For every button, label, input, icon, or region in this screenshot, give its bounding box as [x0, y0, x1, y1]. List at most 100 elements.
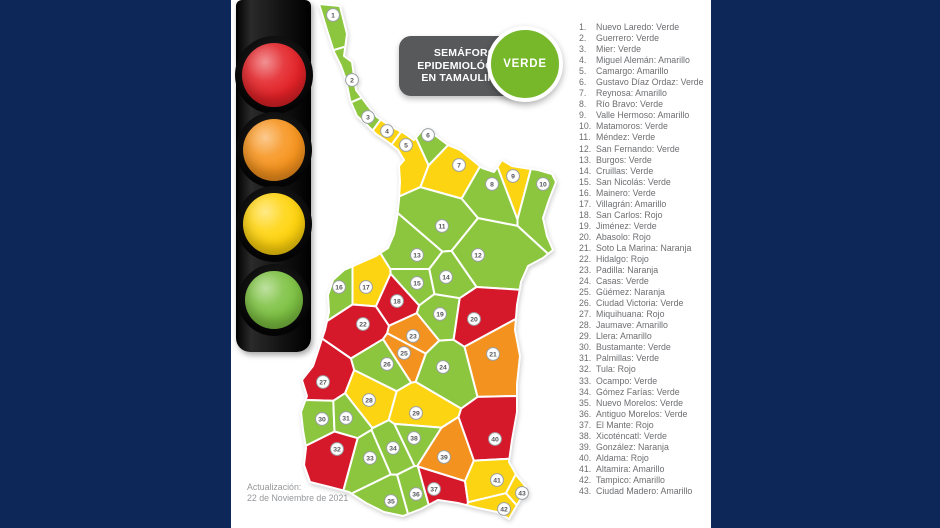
municipality-number: 26 [383, 361, 391, 368]
red-light [241, 43, 306, 107]
municipality-number: 40 [491, 436, 499, 443]
legend-item-text: Abasolo: Rojo [596, 231, 651, 242]
municipality-marker-15 [410, 276, 424, 290]
red-light-bezel [234, 36, 313, 114]
municipality-marker-4 [380, 124, 394, 138]
municipality-marker-17 [359, 280, 373, 294]
legend-item: 32. Tula: Rojo [579, 364, 711, 375]
legend-item: 1. Nuevo Laredo: Verde [579, 22, 711, 33]
legend-item: 13. Burgos: Verde [579, 155, 711, 166]
legend-item-text: Guerrero: Verde [596, 33, 660, 44]
legend-item-text: Padilla: Naranja [596, 265, 659, 276]
municipality-marker-28 [362, 393, 376, 407]
municipality-number: 32 [333, 446, 341, 453]
legend-item: 14. Cruillas: Verde [579, 166, 711, 177]
legend-item-number: 19. [579, 220, 592, 231]
legend-item-text: Camargo: Amarillo [596, 66, 669, 77]
municipality-number: 8 [490, 181, 494, 188]
legend-item-text: Gómez Farías: Verde [596, 386, 680, 397]
legend-item-text: Jiménez: Verde [596, 220, 657, 231]
legend-item-text: Palmillas: Verde [596, 353, 660, 364]
municipality-number: 10 [539, 181, 547, 188]
legend-item-text: Reynosa: Amarillo [596, 88, 667, 99]
legend-item-text: El Mante: Rojo [596, 419, 654, 430]
legend-item-number: 5. [579, 66, 587, 77]
legend-item: 7. Reynosa: Amarillo [579, 88, 711, 99]
municipality-number: 24 [439, 364, 447, 371]
municipality-marker-20 [467, 312, 481, 326]
municipality-number: 42 [500, 506, 508, 513]
legend-item-text: Aldama: Rojo [596, 452, 649, 463]
legend-item: 39. González: Naranja [579, 442, 711, 453]
municipality-number: 30 [318, 416, 326, 423]
legend-item-text: Miquihuana: Rojo [596, 309, 665, 320]
legend-item-text: Ocampo: Verde [596, 375, 658, 386]
legend-item-number: 43. [579, 485, 592, 496]
municipality-marker-12 [471, 248, 485, 262]
municipality-marker-8 [485, 177, 499, 191]
municipality-marker-31 [339, 411, 353, 425]
municipality-marker-14 [439, 270, 453, 284]
legend-item-number: 42. [579, 474, 592, 485]
municipality-number: 36 [412, 491, 420, 498]
municipality-number: 21 [489, 351, 497, 358]
legend-item-text: Miguel Alemán: Amarillo [596, 55, 690, 66]
legend-item-number: 4. [579, 55, 587, 66]
legend-item-text: Soto La Marina: Naranja [596, 242, 692, 253]
legend-item: 33. Ocampo: Verde [579, 376, 711, 387]
municipality-number: 37 [430, 486, 438, 493]
legend-item: 23. Padilla: Naranja [579, 265, 711, 276]
legend-item: 43. Ciudad Madero: Amarillo [579, 486, 711, 497]
municipality-marker-42 [497, 502, 511, 516]
municipality-number: 7 [457, 162, 461, 169]
legend-item: 31. Palmillas: Verde [579, 353, 711, 364]
municipality-marker-3 [361, 110, 375, 124]
municipality-marker-36 [409, 487, 423, 501]
municipality-number: 15 [413, 280, 421, 287]
legend-item-number: 34. [579, 386, 592, 397]
municipality-marker-23 [406, 329, 420, 343]
legend-item-number: 16. [579, 187, 592, 198]
legend-item-number: 22. [579, 253, 592, 264]
legend-item-text: Tampico: Amarillo [596, 474, 665, 485]
legend-item-text: San Carlos: Rojo [596, 209, 663, 220]
municipality-marker-7 [452, 158, 466, 172]
legend-item-text: Ciudad Victoria: Verde [596, 298, 684, 309]
legend-item-text: Burgos: Verde [596, 154, 652, 165]
legend-item: 27. Miquihuana: Rojo [579, 309, 711, 320]
legend-item-text: Hidalgo: Rojo [596, 253, 649, 264]
legend-item-number: 11. [579, 132, 591, 143]
municipality-marker-22 [356, 317, 370, 331]
municipality-marker-2 [345, 73, 359, 87]
municipality-marker-10 [536, 177, 550, 191]
legend-item-number: 25. [579, 287, 592, 298]
legend-item-number: 32. [579, 364, 592, 375]
municipality-marker-1 [326, 8, 340, 22]
legend-item-number: 26. [579, 298, 592, 309]
legend-item: 4. Miguel Alemán: Amarillo [579, 55, 711, 66]
legend-item: 15. San Nicolás: Verde [579, 177, 711, 188]
legend-item-text: Cruillas: Verde [596, 165, 654, 176]
municipality-marker-34 [386, 441, 400, 455]
municipality-number: 39 [440, 454, 448, 461]
municipality-marker-6 [421, 128, 435, 142]
traffic-light [234, 0, 313, 352]
municipality-marker-27 [316, 375, 330, 389]
municipality-marker-33 [363, 451, 377, 465]
legend-item-number: 40. [579, 452, 592, 463]
title-line-1: SEMÁFORO [433, 46, 497, 59]
legend-item-text: Villagrán: Amarillo [596, 198, 667, 209]
municipality-number: 6 [426, 132, 430, 139]
legend-item: 11. Méndez: Verde [579, 132, 711, 143]
municipality-number: 14 [442, 274, 450, 281]
legend-item-number: 37. [579, 419, 592, 430]
municipality-shape-32 [303, 430, 359, 492]
legend-item: 21. Soto La Marina: Naranja [579, 243, 711, 254]
municipality-shape-10 [516, 168, 557, 255]
municipality-marker-32 [330, 442, 344, 456]
legend-item-number: 24. [579, 276, 592, 287]
municipality-number: 28 [365, 397, 373, 404]
legend-item-number: 39. [579, 441, 592, 452]
legend-item-number: 3. [579, 44, 587, 55]
